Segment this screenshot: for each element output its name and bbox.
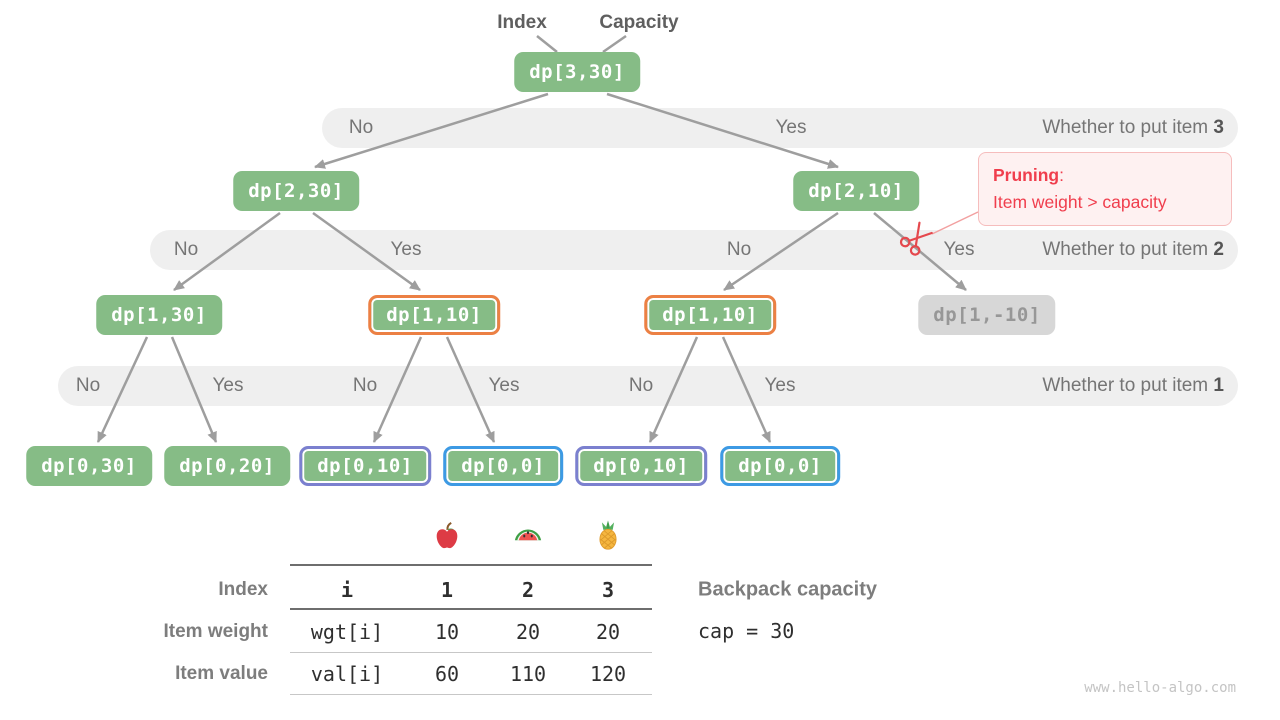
apple-icon bbox=[432, 521, 462, 556]
dp-node-0-20: dp[0,20] bbox=[164, 446, 290, 486]
band-question: Whether to put item 3 bbox=[1042, 117, 1224, 139]
table-cell: val[i] bbox=[310, 662, 384, 686]
dp-node-1-10-a: dp[1,10] bbox=[368, 295, 500, 335]
table-cell: 120 bbox=[589, 662, 627, 686]
decision-band-item-1: No Yes No Yes No Yes Whether to put item… bbox=[58, 366, 1238, 406]
index-label: Index bbox=[497, 12, 547, 33]
watermelon-icon bbox=[513, 521, 543, 556]
table-rule-bottom bbox=[290, 694, 652, 695]
dp-node-1-10-b: dp[1,10] bbox=[644, 295, 776, 335]
site-watermark: www.hello-algo.com bbox=[1084, 680, 1236, 696]
choice-yes: Yes bbox=[390, 239, 422, 260]
choice-yes: Yes bbox=[764, 375, 796, 396]
edge-group bbox=[96, 34, 967, 443]
choice-no: No bbox=[75, 375, 101, 396]
table-cell: 2 bbox=[521, 578, 535, 602]
row-label-item-value: Item value bbox=[175, 663, 268, 684]
question-item-number: 1 bbox=[1213, 375, 1224, 396]
pruning-pointer-line bbox=[931, 211, 979, 235]
table-cell: 60 bbox=[434, 662, 460, 686]
table-cell: 110 bbox=[509, 662, 547, 686]
backpack-capacity-value: cap = 30 bbox=[698, 619, 795, 643]
choice-no: No bbox=[726, 239, 752, 260]
pruning-note: Pruning: Item weight > capacity bbox=[978, 152, 1232, 227]
table-cell: 20 bbox=[515, 620, 541, 644]
pruning-colon: : bbox=[1059, 165, 1064, 185]
question-text: Whether to put item bbox=[1042, 375, 1214, 396]
dp-node-0-30: dp[0,30] bbox=[26, 446, 152, 486]
choice-yes: Yes bbox=[488, 375, 520, 396]
choice-no: No bbox=[173, 239, 199, 260]
choice-no: No bbox=[352, 375, 378, 396]
dp-node-3-30: dp[3,30] bbox=[514, 52, 640, 92]
decision-band-item-3: No Yes Whether to put item 3 bbox=[322, 108, 1238, 148]
dp-node-2-10: dp[2,10] bbox=[793, 171, 919, 211]
scissors-icon bbox=[889, 215, 940, 267]
backpack-capacity-label: Backpack capacity bbox=[698, 578, 878, 601]
row-label-item-weight: Item weight bbox=[163, 621, 268, 642]
band-question: Whether to put item 1 bbox=[1042, 375, 1224, 397]
dp-node-0-0-a: dp[0,0] bbox=[443, 446, 563, 486]
choice-yes: Yes bbox=[943, 239, 975, 260]
question-item-number: 2 bbox=[1213, 239, 1224, 260]
choice-yes: Yes bbox=[212, 375, 244, 396]
band-question: Whether to put item 2 bbox=[1042, 239, 1224, 261]
choice-yes: Yes bbox=[775, 117, 807, 138]
dp-node-0-10-b: dp[0,10] bbox=[575, 446, 707, 486]
pineapple-icon bbox=[593, 520, 623, 556]
table-cell: wgt[i] bbox=[310, 620, 384, 644]
question-item-number: 3 bbox=[1213, 117, 1224, 138]
dp-node-0-0-b: dp[0,0] bbox=[720, 446, 840, 486]
table-cell: 3 bbox=[601, 578, 615, 602]
table-cell: 20 bbox=[595, 620, 621, 644]
decision-band-item-2: No Yes No Yes Whether to put item 2 bbox=[150, 230, 1238, 270]
dp-node-2-30: dp[2,30] bbox=[233, 171, 359, 211]
row-label-index: Index bbox=[218, 579, 268, 600]
table-cell: 1 bbox=[440, 578, 454, 602]
table-rule-below-header bbox=[290, 608, 652, 610]
pruning-detail: Item weight > capacity bbox=[993, 192, 1167, 213]
pruning-title: Pruning bbox=[993, 165, 1060, 185]
choice-no: No bbox=[628, 375, 654, 396]
table-cell: i bbox=[340, 578, 354, 602]
choice-no: No bbox=[348, 117, 374, 138]
capacity-label: Capacity bbox=[599, 12, 679, 33]
question-text: Whether to put item bbox=[1042, 117, 1214, 138]
table-cell: 10 bbox=[434, 620, 460, 644]
dp-node-1-30: dp[1,30] bbox=[96, 295, 222, 335]
dp-node-0-10-a: dp[0,10] bbox=[299, 446, 431, 486]
table-rule-mid bbox=[290, 652, 652, 653]
table-rule-top bbox=[290, 564, 652, 566]
question-text: Whether to put item bbox=[1042, 239, 1214, 260]
dp-node-1-neg10-pruned: dp[1,-10] bbox=[918, 295, 1056, 335]
